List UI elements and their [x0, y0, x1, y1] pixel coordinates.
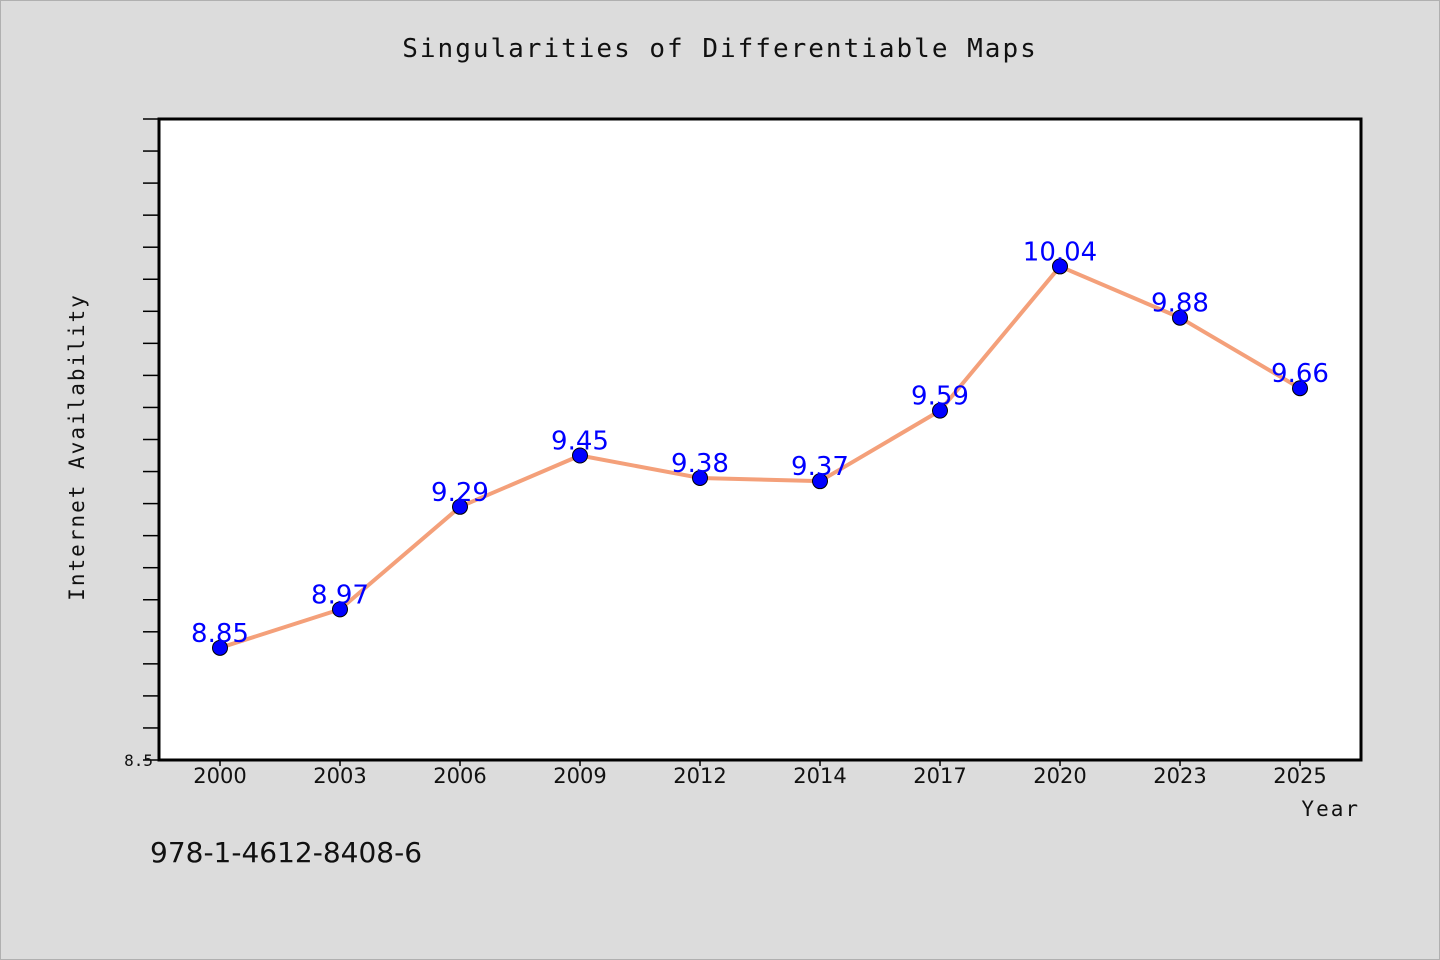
data-point [692, 469, 708, 486]
data-label: 9.45 [551, 427, 609, 457]
data-label: 10.04 [1023, 237, 1097, 267]
data-label: 9.38 [671, 449, 729, 479]
data-label: 9.59 [911, 382, 969, 412]
data-point [932, 402, 948, 419]
data-point [1292, 380, 1308, 397]
x-tick-label: 2014 [793, 764, 846, 788]
series-line [219, 264, 1302, 650]
plot-area [157, 117, 1363, 762]
data-label: 8.85 [191, 619, 249, 649]
data-label: 9.37 [791, 452, 849, 482]
x-tick-label: 2025 [1273, 764, 1326, 788]
x-tick-label: 2023 [1153, 764, 1206, 788]
x-tick-label: 2012 [673, 764, 726, 788]
x-axis-label: Year [1301, 797, 1360, 821]
data-label: 9.66 [1271, 359, 1329, 389]
x-tick-label: 2003 [313, 764, 366, 788]
data-label: 9.88 [1151, 289, 1209, 319]
y-tick-label: 8.5 [124, 751, 153, 770]
y-axis-ticks: 8.5 [124, 118, 159, 770]
data-label: 8.97 [311, 580, 369, 610]
chart-title: Singularities of Differentiable Maps [402, 34, 1038, 64]
data-labels: 8.85 8.97 9.29 9.45 9.38 9.37 9.59 10.04 9.88 9.6… [191, 237, 1329, 648]
data-point [812, 473, 828, 490]
data-point [332, 601, 348, 618]
x-tick-label: 2006 [433, 764, 486, 788]
data-point [212, 639, 228, 656]
x-tick-label: 2000 [193, 764, 246, 788]
data-point [572, 447, 588, 464]
x-tick-label: 2009 [553, 764, 606, 788]
data-point [1172, 309, 1188, 326]
x-axis-ticks: 2000 2003 2006 2009 2012 2014 2017 2020 2023 2025 [193, 760, 1327, 788]
x-tick-label: 2020 [1033, 764, 1086, 788]
data-label: 9.29 [431, 478, 489, 508]
series-group [212, 258, 1308, 656]
x-tick-label: 2017 [913, 764, 966, 788]
isbn-text: 978-1-4612-8408-6 [150, 836, 423, 869]
data-point [1052, 258, 1068, 275]
y-axis-label: Internet Availability [65, 293, 89, 601]
data-point [452, 498, 468, 515]
